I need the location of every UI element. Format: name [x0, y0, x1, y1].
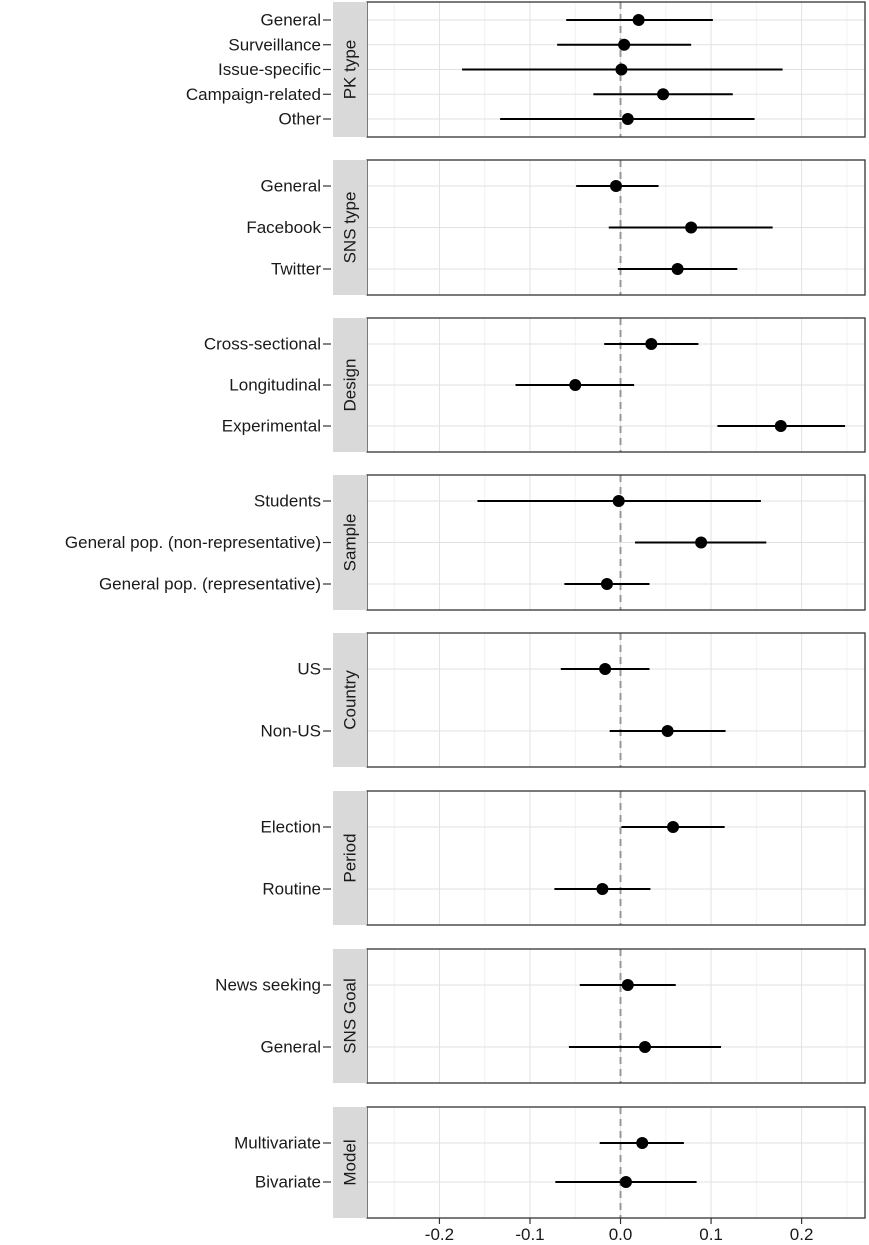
category-label: Surveillance — [228, 35, 321, 54]
panel-period: Election Routine Period — [261, 790, 866, 926]
panel-sns-type: General Facebook Twitter SNS type — [246, 159, 866, 296]
panel-background — [367, 1107, 865, 1218]
category-label: General — [261, 177, 321, 196]
category-label: General — [261, 1038, 321, 1057]
x-tick-label: 0.1 — [699, 1225, 723, 1244]
x-tick-label: -0.1 — [515, 1225, 544, 1244]
category-label: Issue-specific — [218, 60, 321, 79]
facet-strip-label: PK type — [341, 40, 360, 100]
panel-background — [367, 791, 865, 925]
x-tick-label: -0.2 — [425, 1225, 454, 1244]
point-estimate — [667, 821, 680, 833]
facet-strip — [333, 791, 367, 925]
point-estimate — [638, 1041, 651, 1053]
panel-sample: Students General pop. (non-representative… — [65, 474, 866, 611]
category-label: Election — [261, 818, 321, 837]
facet-strip-label: SNS type — [341, 192, 360, 264]
point-estimate — [610, 180, 622, 192]
category-label: Non-US — [261, 722, 321, 741]
point-estimate — [632, 14, 645, 26]
category-label: Twitter — [271, 260, 321, 279]
category-label: Experimental — [222, 417, 321, 436]
point-estimate — [695, 536, 708, 549]
facet-strip — [333, 318, 367, 452]
point-estimate — [615, 63, 628, 76]
category-label: US — [297, 660, 321, 679]
point-estimate — [596, 883, 609, 895]
category-label: General — [261, 11, 321, 30]
category-label: General pop. (non-representative) — [65, 533, 321, 552]
category-label: Facebook — [246, 218, 321, 237]
x-tick-label: 0.2 — [790, 1225, 814, 1244]
x-axis: -0.2 -0.1 0.0 0.1 0.2 — [425, 1218, 814, 1244]
category-label: Campaign-related — [186, 85, 321, 104]
point-estimate — [621, 113, 634, 125]
panel-pk-type: General Surveillance Issue-specific Campaig… — [186, 1, 866, 138]
facet-strip — [333, 475, 367, 610]
facet-strip-label: Model — [341, 1139, 360, 1185]
facet-strip — [333, 160, 367, 295]
facet-strip-label: Sample — [341, 514, 360, 572]
facet-strip — [333, 633, 367, 767]
point-estimate — [636, 1137, 649, 1149]
point-estimate — [599, 663, 612, 675]
point-estimate — [774, 420, 787, 432]
facet-strip — [333, 2, 367, 137]
point-estimate — [657, 88, 670, 101]
facet-strip — [333, 1107, 367, 1218]
facet-strip — [333, 949, 367, 1083]
panel-model: Multivariate Bivariate Model — [234, 1106, 866, 1219]
facet-strip-label: Period — [341, 833, 360, 882]
point-estimate — [621, 979, 634, 991]
panel-background — [367, 949, 865, 1083]
point-estimate — [619, 1176, 632, 1188]
category-label: Other — [278, 110, 321, 129]
point-estimate — [600, 578, 613, 590]
category-label: Longitudinal — [229, 376, 321, 395]
point-estimate — [671, 263, 684, 275]
category-label: Cross-sectional — [204, 335, 321, 354]
category-label: News seeking — [215, 976, 321, 995]
point-estimate — [685, 221, 698, 234]
point-estimate — [569, 379, 582, 391]
facet-strip-label: SNS Goal — [341, 978, 360, 1054]
panel-design: Cross-sectional Longitudinal Experimental D… — [204, 317, 866, 453]
panel-sns-goal: News seeking General SNS Goal — [215, 948, 866, 1084]
panel-country: US Non-US Country — [261, 632, 866, 768]
category-label: General pop. (representative) — [99, 575, 321, 594]
panel-background — [367, 633, 865, 767]
point-estimate — [645, 338, 658, 350]
x-tick-label: 0.0 — [609, 1225, 633, 1244]
category-label: Students — [254, 492, 321, 511]
facet-strip-label: Design — [341, 359, 360, 412]
category-label: Routine — [262, 880, 321, 899]
category-label: Multivariate — [234, 1134, 321, 1153]
point-estimate — [612, 495, 625, 507]
facet-strip-label: Country — [341, 670, 360, 730]
category-label: Bivariate — [255, 1173, 321, 1192]
point-estimate — [661, 725, 674, 737]
point-estimate — [618, 38, 631, 51]
